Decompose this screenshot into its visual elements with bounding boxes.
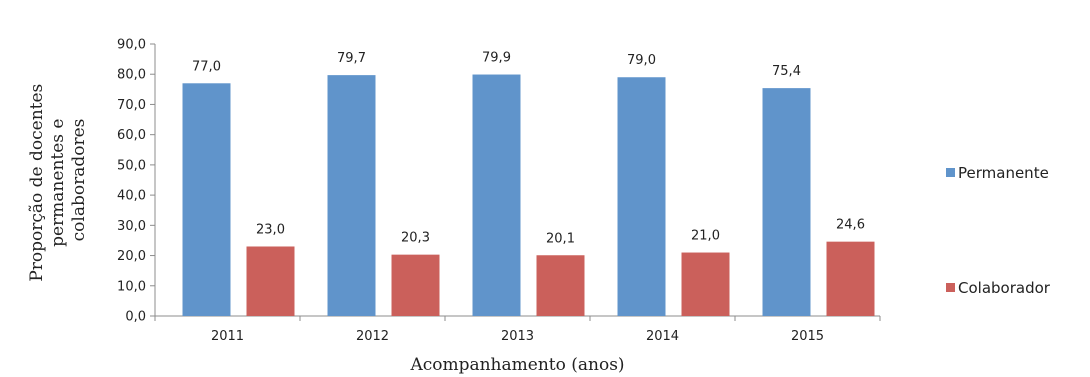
legend-label-permanente: Permanente bbox=[958, 164, 1049, 182]
bar-colaborador-2015 bbox=[826, 241, 875, 316]
y-tick-label: 0,0 bbox=[125, 310, 146, 325]
data-label-permanente-2012: 79,7 bbox=[337, 51, 366, 66]
x-tick-label-2012: 2012 bbox=[356, 329, 389, 344]
data-label-colaborador-2014: 21,0 bbox=[691, 229, 720, 244]
bar-permanente-2011 bbox=[182, 83, 231, 317]
x-axis-title: Acompanhamento (anos) bbox=[409, 355, 624, 375]
data-label-permanente-2014: 79,0 bbox=[627, 53, 656, 68]
bar-permanente-2012 bbox=[327, 75, 376, 316]
legend-swatch-permanente bbox=[946, 168, 955, 177]
y-tick-label: 60,0 bbox=[117, 128, 146, 143]
y-axis-title-line-2: permanentes e bbox=[48, 119, 68, 247]
y-tick-label: 10,0 bbox=[117, 279, 146, 294]
bar-colaborador-2013 bbox=[536, 255, 585, 316]
y-tick-label: 40,0 bbox=[117, 189, 146, 204]
y-tick-label: 30,0 bbox=[117, 219, 146, 234]
data-labels-group: 77,0 23,0 79,7 20,3 79,9 20,1 79,0 21,0 75,4 24,6 bbox=[192, 51, 865, 247]
data-label-permanente-2015: 75,4 bbox=[772, 64, 801, 79]
data-label-permanente-2011: 77,0 bbox=[192, 59, 221, 74]
bar-colaborador-2014 bbox=[681, 252, 730, 316]
bar-permanente-2014 bbox=[617, 77, 666, 316]
y-tick-label: 90,0 bbox=[117, 38, 146, 53]
legend-swatch-colaborador bbox=[946, 283, 955, 292]
data-label-colaborador-2015: 24,6 bbox=[836, 218, 865, 233]
y-tick-label: 50,0 bbox=[117, 158, 146, 173]
bar-colaborador-2012 bbox=[391, 254, 440, 316]
bar-colaborador-2011 bbox=[246, 246, 295, 316]
y-tick-label: 80,0 bbox=[117, 68, 146, 83]
y-axis-title-line-3: colaboradores bbox=[69, 119, 89, 242]
legend-label-colaborador: Colaborador bbox=[958, 279, 1051, 297]
x-tick-label-2011: 2011 bbox=[211, 329, 244, 344]
bars-group bbox=[182, 74, 875, 317]
bar-permanente-2013 bbox=[472, 74, 521, 316]
y-tick-label: 70,0 bbox=[117, 98, 146, 113]
x-tick-label-2013: 2013 bbox=[501, 329, 534, 344]
legend: Permanente Colaborador bbox=[946, 164, 1051, 297]
x-tick-label-2014: 2014 bbox=[646, 329, 679, 344]
bar-permanente-2015 bbox=[762, 88, 811, 316]
data-label-colaborador-2012: 20,3 bbox=[401, 231, 430, 246]
y-tick-label: 20,0 bbox=[117, 249, 146, 264]
data-label-colaborador-2011: 23,0 bbox=[256, 222, 285, 237]
y-axis-ticks: 0,0 10,0 20,0 30,0 40,0 50,0 60,0 70,0 80,0 90,0 bbox=[117, 38, 881, 325]
y-axis-title-line-1: Proporção de docentes bbox=[27, 84, 47, 282]
x-tick-label-2015: 2015 bbox=[791, 329, 824, 344]
x-axis-tick-labels: 2011 2012 2013 2014 2015 bbox=[211, 329, 824, 344]
y-axis-title: Proporção de docentes permanentes e cola… bbox=[27, 78, 89, 281]
data-label-colaborador-2013: 20,1 bbox=[546, 231, 575, 246]
data-label-permanente-2013: 79,9 bbox=[482, 51, 511, 66]
